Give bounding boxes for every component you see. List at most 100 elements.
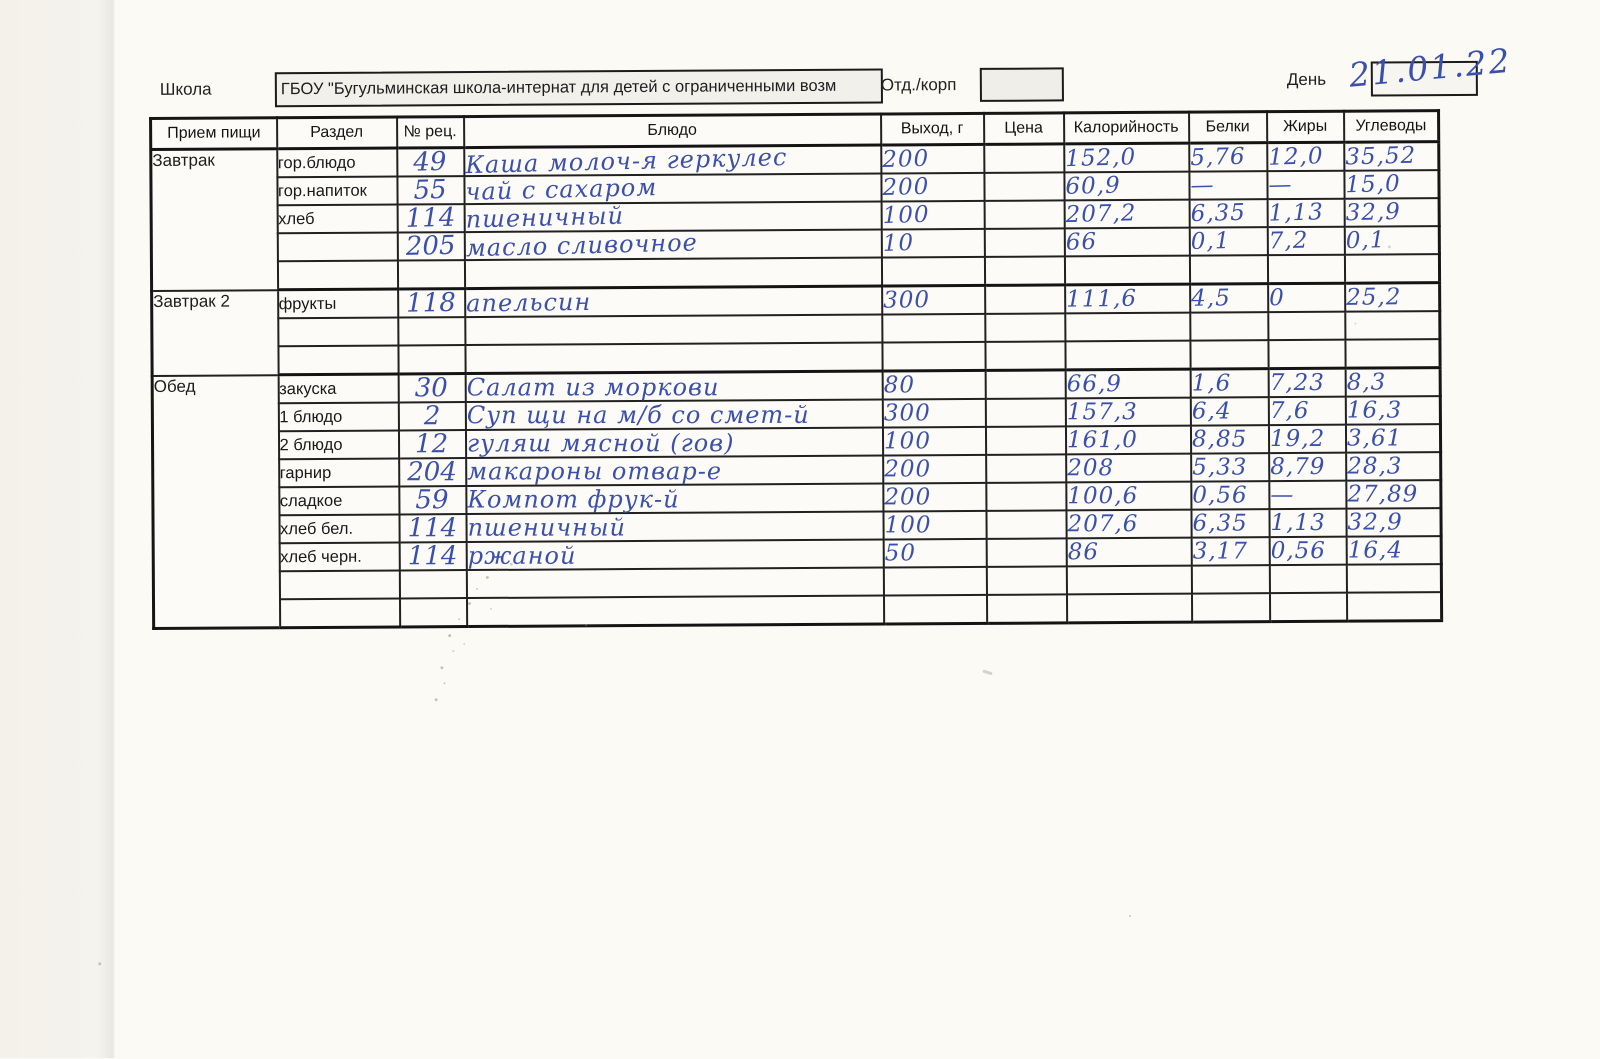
cell-out: 200 [880,172,985,202]
fat-value: 1,13 [1267,199,1324,227]
cell-price [985,369,1066,399]
fat-value: 7,23 [1269,369,1325,397]
kcal-value: 100,6 [1066,483,1138,510]
cell-rec [399,598,467,627]
cell-dish: Компот фрук-й [465,483,883,515]
cell-price [985,454,1066,483]
school-label: Школа [159,79,212,99]
cell-razdel: фрукты [277,288,398,319]
cell-dish: гуляш мясной (гов) [465,427,883,459]
cell-dish: Суп щи на м/б со смет-й [465,399,883,431]
cell-price [986,538,1067,567]
cell-carbs: 32,9 [1345,508,1442,537]
protein-value: 0,1 [1190,228,1231,256]
cell-fat: 1,13 [1268,508,1347,538]
cell-price [985,426,1066,455]
scan-speck [1354,322,1357,325]
dept-label: Отд./корп [880,75,957,95]
cell-rec [399,570,467,599]
out-value: 10 [882,230,914,257]
kcal-value: 207,6 [1067,511,1138,538]
cell-protein [1191,593,1270,623]
cell-out [883,566,987,596]
dept-box [979,67,1064,102]
dish-value: Салат из моркови [466,373,719,402]
dish-value: макароны отвар-е [466,457,722,486]
protein-value: 3,17 [1192,538,1248,565]
meal-cell: Обед [152,374,280,629]
rec-value: 118 [406,287,457,319]
scan-speck [443,682,446,685]
col-header-kcal: Калорийность [1063,112,1189,144]
cell-dish: Каша молоч-я геркулес [463,143,881,179]
cell-kcal: 207,2 [1064,199,1190,229]
cell-out: 100 [882,510,987,540]
cell-carbs [1346,564,1442,593]
cell-kcal: 152,0 [1063,143,1189,173]
cell-price [984,228,1065,257]
cell-protein: 0,56 [1190,481,1269,510]
dish-value: Компот фрук-й [466,485,680,514]
cell-protein: 5,76 [1188,142,1267,172]
carbs-value: 8,3 [1346,369,1386,396]
dish-value: апельсин [465,287,591,318]
out-value: 100 [884,512,931,539]
cell-kcal: 111,6 [1064,284,1190,314]
cell-kcal: 66,9 [1065,369,1191,399]
fat-value: 7,6 [1269,398,1309,425]
col-header-protein: Белки [1188,111,1267,144]
razdel-value: 2 блюдо [279,435,343,454]
cell-out: 300 [882,398,986,428]
cell-protein: — [1188,171,1268,200]
scan-speck [448,634,452,638]
protein-value: — [1189,172,1215,199]
scan-speck [585,624,588,627]
scan-speck [485,575,489,579]
cell-price [983,172,1065,201]
kcal-value: 66,9 [1066,371,1122,398]
scan-speck [440,666,444,670]
cell-fat: 0,56 [1269,536,1347,566]
cell-price [985,398,1066,427]
cell-kcal [1064,312,1190,342]
col-header-carbs: Углеводы [1343,110,1439,143]
dish-value: пшеничный [467,513,626,542]
cell-razdel: гор.блюдо [276,147,397,178]
cell-out: 200 [882,454,986,484]
cell-kcal [1066,565,1192,595]
cell-kcal: 157,3 [1065,397,1191,427]
cell-out: 200 [882,482,986,512]
scan-speck [490,607,493,610]
cell-razdel: гор.напиток [276,176,398,206]
scan-speck [496,567,499,570]
meal-cell: Завтрак 2 [151,289,279,376]
cell-fat: 1,13 [1267,198,1345,228]
cell-protein [1189,340,1269,370]
cell-price [984,341,1066,371]
razdel-value: фрукты [278,294,337,313]
protein-value: 5,33 [1191,454,1247,481]
cell-carbs: 28,3 [1345,452,1441,481]
carbs-value: 32,9 [1347,509,1403,536]
cell-rec: 114 [398,513,467,543]
kcal-value: 157,3 [1066,399,1138,426]
razdel-value: гор.блюдо [277,153,356,172]
cell-dish: чай с сахаром [463,173,882,206]
meal-cell: Завтрак [150,148,278,291]
cell-dish [464,257,882,289]
cell-protein: 3,17 [1191,537,1270,566]
razdel-value: гарнир [279,463,332,482]
school-name-text: ГБОУ "Бугульминская школа-интернат для д… [280,76,837,99]
cell-out [881,256,985,287]
scan-speck [434,698,438,702]
cell-kcal: 66 [1064,227,1190,257]
cell-kcal: 60,9 [1063,171,1190,201]
cell-fat: — [1268,480,1346,510]
cell-out: 300 [881,285,985,315]
cell-price [986,594,1067,624]
cell-fat: 7,23 [1268,368,1346,398]
cell-price [986,566,1067,595]
scan-smudge [982,669,993,676]
rec-value: 114 [407,541,458,572]
out-value: 100 [881,201,930,229]
